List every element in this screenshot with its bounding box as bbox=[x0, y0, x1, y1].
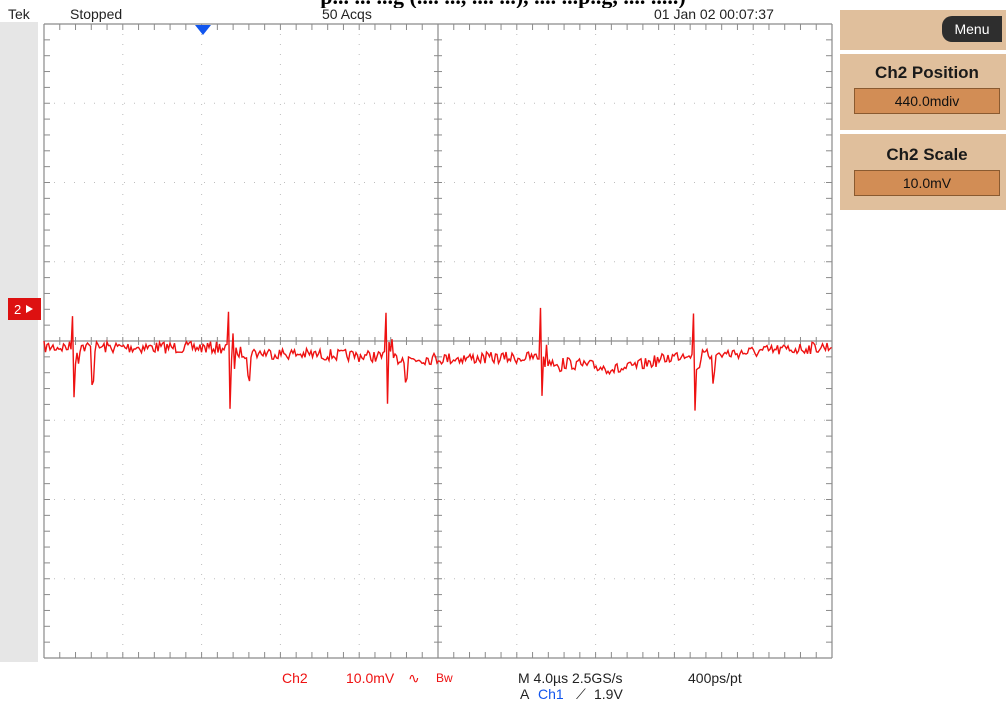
panel-divider bbox=[840, 130, 1006, 134]
channel-2-ground-icon[interactable]: 2 bbox=[8, 298, 41, 320]
date-time: 01 Jan 02 00:07:37 bbox=[654, 6, 774, 22]
channel-marker-label: 2 bbox=[14, 302, 21, 317]
scale-readout: 10.0mV bbox=[346, 670, 395, 686]
acquisition-state: Stopped bbox=[70, 6, 123, 22]
readout-bar: Ch2 10.0mV ∿ Bw M 4.0µs 2.5GS/s 400ps/pt… bbox=[0, 664, 840, 702]
ch2-position-section: Ch2 Position 440.0mdiv bbox=[848, 62, 1006, 114]
waveform-trace-ch2 bbox=[43, 307, 832, 411]
menu-button[interactable]: Menu bbox=[942, 16, 1002, 42]
brand-label: Tek bbox=[8, 6, 30, 22]
coupling-icon: ∿ bbox=[408, 670, 420, 686]
left-margin bbox=[0, 22, 38, 662]
ch2-scale-value[interactable]: 10.0mV bbox=[854, 170, 1000, 196]
status-bar: Tek Stopped 50 Acqs 01 Jan 02 00:07:37 bbox=[0, 6, 840, 22]
trigger-mode-readout: A bbox=[520, 686, 530, 702]
ch2-scale-section: Ch2 Scale 10.0mV bbox=[848, 144, 1006, 196]
panel-divider bbox=[840, 50, 1006, 54]
cut-off-title: p... ... ...g (.... ..., .... ...), ....… bbox=[0, 0, 1006, 8]
acquisition-count: 50 Acqs bbox=[322, 6, 372, 22]
trigger-source-readout: Ch1 bbox=[538, 686, 564, 702]
trigger-slope-icon: ⟋ bbox=[576, 686, 586, 702]
trigger-level-readout: 1.9V bbox=[594, 686, 623, 702]
timebase-readout: M 4.0µs 2.5GS/s bbox=[518, 670, 623, 686]
ch2-position-label: Ch2 Position bbox=[875, 63, 979, 82]
bandwidth-limit-readout: Bw bbox=[436, 671, 453, 685]
oscilloscope-display: 2 bbox=[0, 22, 833, 662]
ch2-scale-label: Ch2 Scale bbox=[886, 145, 968, 164]
resolution-readout: 400ps/pt bbox=[688, 670, 742, 686]
trigger-position-icon[interactable] bbox=[195, 25, 211, 35]
channel-readout: Ch2 bbox=[282, 670, 308, 686]
ch2-position-value[interactable]: 440.0mdiv bbox=[854, 88, 1000, 114]
